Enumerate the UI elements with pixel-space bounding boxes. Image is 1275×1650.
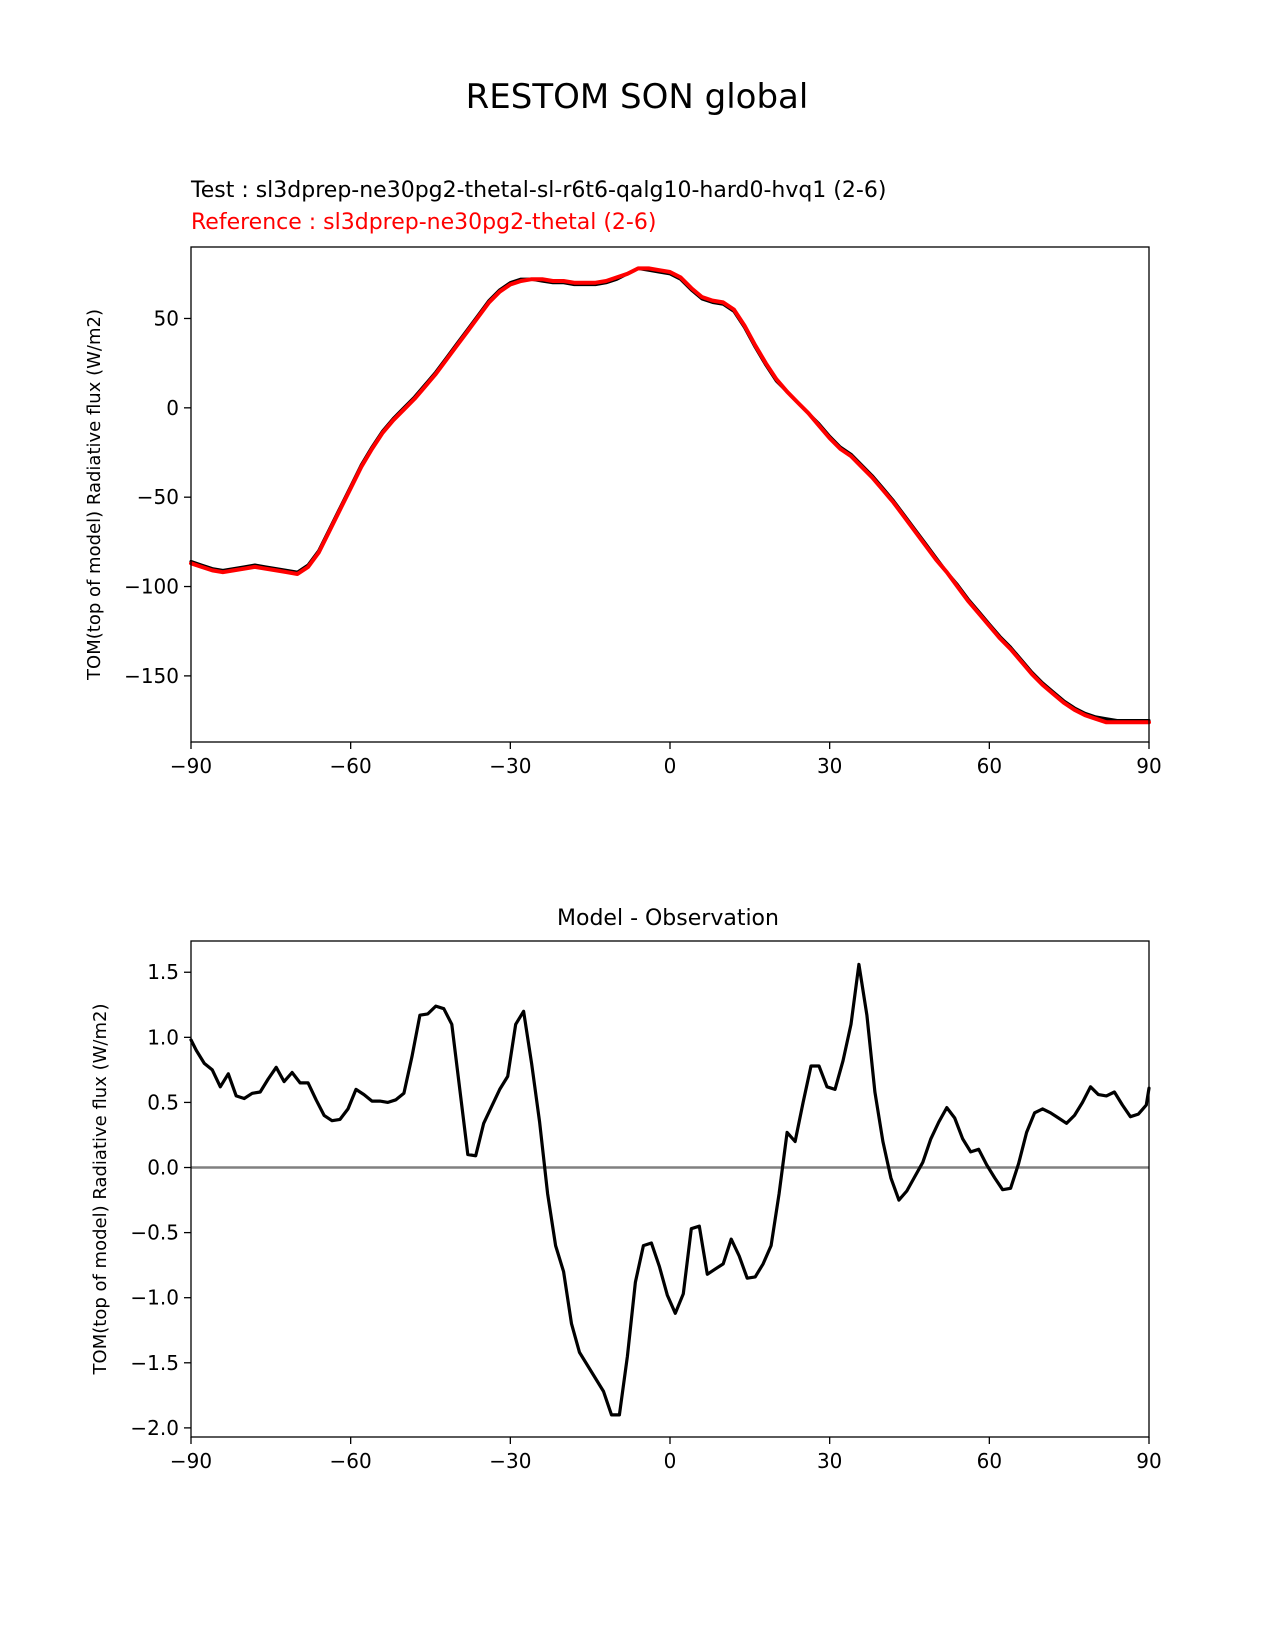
top-panel: −90 −60 −30 0 30 60 90 −150 −100 −50 0 50 TOM(top of…: [84, 246, 1162, 778]
y-tick-label: −1.5: [130, 1351, 179, 1375]
x-tick-label: 60: [977, 1449, 1002, 1473]
x-tick-label: −60: [330, 754, 372, 778]
x-tick-label: 30: [817, 1449, 842, 1473]
y-tick-label: −150: [124, 664, 179, 688]
x-tick-label: 60: [977, 754, 1002, 778]
y-tick-label: 0: [166, 396, 179, 420]
y-tick-label: −0.5: [130, 1221, 179, 1245]
test-series-line: [189, 266, 1151, 723]
x-tick-label: 0: [664, 754, 677, 778]
x-tick-label: 0: [664, 1449, 677, 1473]
reference-label: Reference : sl3dprep-ne30pg2-thetal (2-6…: [191, 210, 656, 235]
test-label: Test : sl3dprep-ne30pg2-thetal-sl-r6t6-q…: [190, 178, 886, 203]
y-tick-label: 1.0: [147, 1025, 179, 1049]
y-tick-label: 50: [154, 306, 179, 330]
y-tick-label: 1.5: [147, 960, 179, 984]
diff-panel: −90 −60 −30 0 30 60 90 −2.0 −1.5 −1.0 −0.5 0.0 0.5 1.…: [90, 940, 1162, 1473]
y-tick-label: −50: [137, 485, 179, 509]
x-tick-label: −60: [330, 1449, 372, 1473]
y-axis-label: TOM(top of model) Radiative flux (W/m2): [84, 309, 105, 681]
y-tick-label: 0.5: [147, 1090, 179, 1114]
x-tick-label: −90: [170, 1449, 212, 1473]
difference-series-line: [189, 962, 1151, 1417]
x-tick-label: 90: [1136, 754, 1161, 778]
reference-series-line: [189, 266, 1151, 725]
x-tick-label: 30: [817, 754, 842, 778]
y-tick-label: −1.0: [130, 1286, 179, 1310]
x-tick-label: −90: [170, 754, 212, 778]
x-tick-label: −30: [489, 1449, 531, 1473]
y-tick-label: −2.0: [130, 1416, 179, 1440]
x-tick-label: 90: [1136, 1449, 1161, 1473]
y-tick-label: 0.0: [147, 1156, 179, 1180]
figure-suptitle: RESTOM SON global: [466, 77, 809, 117]
y-axis-label: TOM(top of model) Radiative flux (W/m2): [90, 1004, 111, 1376]
y-tick-label: −100: [124, 575, 179, 599]
diff-panel-title: Model - Observation: [557, 906, 779, 931]
x-tick-label: −30: [489, 754, 531, 778]
axes-frame: [190, 246, 1150, 743]
